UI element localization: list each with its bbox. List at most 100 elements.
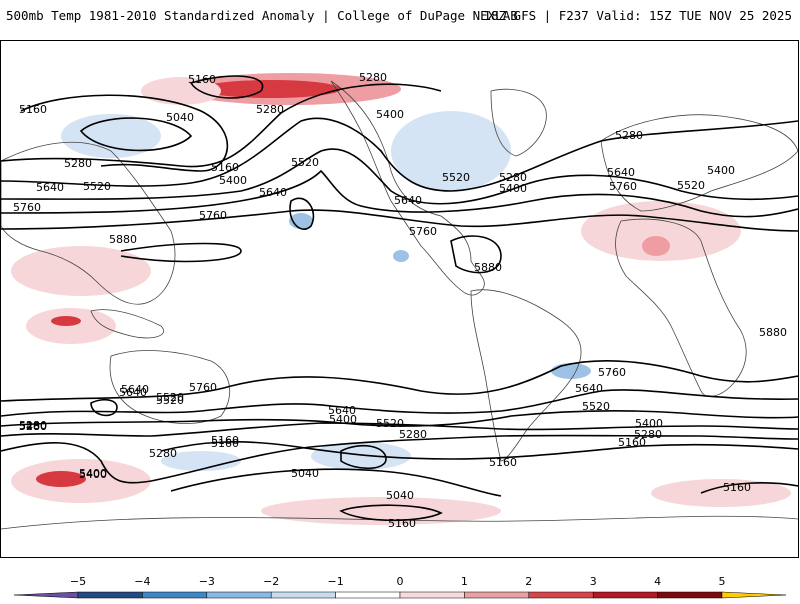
contour-5160-north — [189, 75, 264, 99]
contour-label: 5160 — [489, 456, 517, 469]
africa-outline — [615, 218, 747, 397]
colorbar-tick-label: −2 — [263, 575, 279, 588]
map-title: 500mb Temp 1981-2010 Standardized Anomal… — [6, 8, 518, 23]
colorbar: −5 −4 −3 −2 −1 0 1 2 3 4 5 — [0, 568, 800, 600]
colorbar-tick-label: 1 — [461, 575, 468, 588]
contour-label: 5280 — [499, 171, 527, 184]
contour-low-south-indian — [90, 399, 118, 417]
contour-label: 5160 — [211, 437, 239, 450]
contour-5040-bering — [79, 117, 193, 152]
contour-label: 5760 — [409, 225, 437, 238]
contour-label: 5640 — [328, 404, 356, 417]
contour-label: 5880 — [474, 261, 502, 274]
contour-label: 5760 — [13, 201, 41, 214]
contour-label: 5760 — [598, 366, 626, 379]
colorbar-segment — [528, 591, 594, 599]
model-run-info: 18Z GFS | F237 Valid: 15Z TUE NOV 25 202… — [483, 8, 792, 23]
contour-5760-south — [1, 360, 798, 402]
contour-5040-south — [170, 468, 502, 497]
anomaly-pos-alaska — [141, 77, 221, 105]
contour-label: 5640 — [36, 181, 64, 194]
greenland-outline — [490, 88, 547, 157]
anomaly-pos-siberia — [11, 246, 151, 296]
colorbar-tick-label: 0 — [397, 575, 404, 588]
colorbar-segment — [206, 591, 272, 599]
contour-label: 5040 — [291, 467, 319, 480]
contour-label: 5520 — [677, 179, 705, 192]
anomaly-pos-africa — [642, 236, 670, 256]
contour-label: 5280 — [615, 129, 643, 142]
anomaly-pos-atlantic — [581, 201, 741, 261]
contour-label: 5160 — [211, 161, 239, 174]
contour-label: 5520 — [376, 417, 404, 430]
map-panel: 5160 5280 5160 5040 5280 5400 5160 5520 … — [0, 40, 799, 558]
colorbar-tick-label: −4 — [134, 575, 150, 588]
contour-5160-alaska — [20, 94, 229, 172]
australia-outline — [109, 350, 230, 424]
contour-5160-south — [160, 441, 798, 460]
colorbar-segment — [335, 591, 401, 599]
contour-label: 5400 — [79, 468, 107, 481]
anomaly-neg-south-pacific-2 — [161, 451, 241, 471]
contour-label: 5760 — [189, 381, 217, 394]
contour-labels: 5160 5280 5160 5040 5280 5400 5160 5520 … — [13, 71, 787, 530]
contour-label: 5400 — [707, 164, 735, 177]
colorbar-tick-label: −3 — [199, 575, 215, 588]
asia-outline — [1, 141, 176, 305]
colorbar-segment — [270, 591, 336, 599]
anomaly-neg-tropical-pacific — [393, 250, 409, 262]
coastlines — [1, 80, 798, 530]
contour-5160-south-atlantic — [700, 482, 798, 494]
anomaly-pos-southern-atlantic — [651, 479, 791, 507]
anomaly-neg-canada — [391, 111, 511, 191]
contour-label: 5520 — [582, 400, 610, 413]
anomaly-neg-bering — [61, 114, 161, 158]
contour-5880-tropics — [120, 242, 242, 263]
contour-label: 5640 — [259, 186, 287, 199]
contour-5280-south — [1, 434, 798, 484]
antarctica-outline — [1, 515, 798, 530]
colorbar-ticks: −5 −4 −3 −2 −1 0 1 2 3 4 5 — [70, 575, 726, 588]
map-canvas: 5160 5280 5160 5040 5280 5400 5160 5520 … — [1, 71, 798, 530]
indonesia-outline — [90, 309, 164, 339]
colorbar-segments — [13, 591, 787, 599]
contour-5400-south — [1, 422, 798, 437]
contour-label: 5280 — [359, 71, 387, 84]
contour-label: 5040 — [386, 489, 414, 502]
contour-label: 5640 — [121, 383, 149, 396]
contour-5640-pacific-low — [289, 197, 315, 230]
contour-label: 5160 — [19, 103, 47, 116]
contour-label: 5880 — [759, 326, 787, 339]
contour-label: 5520 — [291, 156, 319, 169]
contour-label: 5520 — [83, 180, 111, 193]
contour-label: 5280 — [399, 428, 427, 441]
contour-label: 5160 — [388, 517, 416, 530]
anomaly-neg-south-america — [551, 363, 591, 379]
colorbar-segment — [464, 591, 530, 599]
contour-label: 5400 — [219, 174, 247, 187]
height-contours — [1, 75, 798, 522]
anomaly-neg-south-pacific — [311, 442, 411, 470]
contour-5640-south — [1, 389, 798, 417]
colorbar-tick-label: 5 — [719, 575, 726, 588]
colorbar-tick-label: 2 — [525, 575, 532, 588]
contour-label: 5640 — [119, 386, 147, 399]
colorbar-segment — [399, 591, 465, 599]
contour-label: 5280 — [256, 103, 284, 116]
contour-5160-antarctic — [339, 504, 443, 522]
contour-label: 5400 — [329, 413, 357, 426]
contour-label: 5280 — [19, 420, 47, 433]
contour-label: 5160 — [188, 73, 216, 86]
contour-label: 5400 — [635, 417, 663, 430]
contour-label: 5400 — [79, 467, 107, 480]
colorbar-tick-label: 3 — [590, 575, 597, 588]
header-bar: 500mb Temp 1981-2010 Standardized Anomal… — [0, 0, 800, 30]
contour-label: 5400 — [19, 420, 47, 433]
colorbar-segment — [77, 591, 143, 599]
anomaly-pos-west-pacific-core — [51, 316, 81, 326]
contour-label: 5160 — [211, 434, 239, 447]
colorbar-segment — [142, 591, 208, 599]
contour-label: 5400 — [499, 182, 527, 195]
colorbar-svg: −5 −4 −3 −2 −1 0 1 2 3 4 5 — [13, 575, 787, 599]
contour-label: 5280 — [64, 157, 92, 170]
